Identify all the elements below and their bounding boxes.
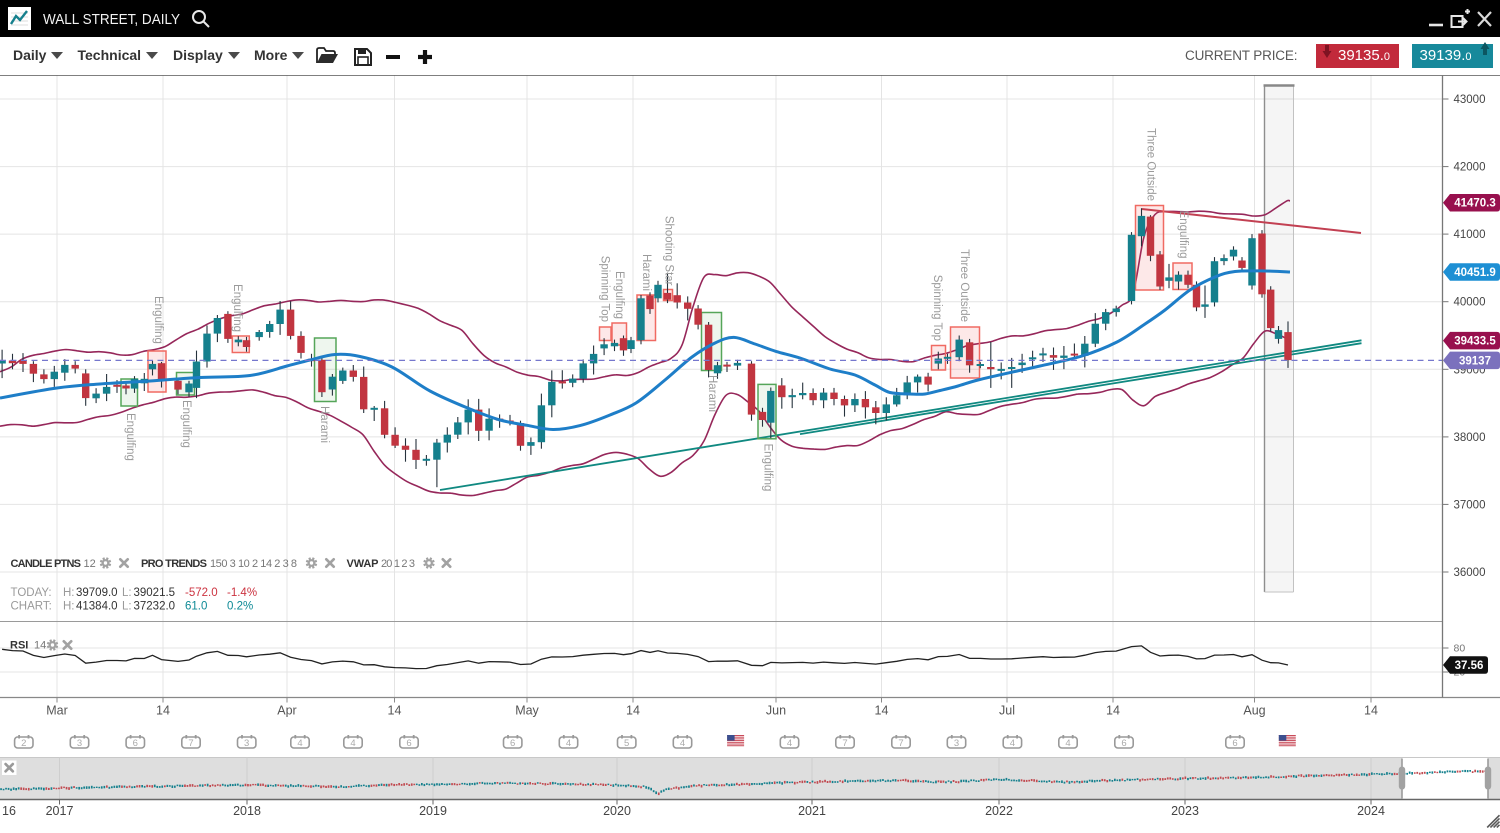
- svg-text:14: 14: [626, 704, 640, 718]
- svg-text:-572.0: -572.0: [185, 587, 218, 599]
- svg-text:4: 4: [566, 738, 571, 749]
- svg-text:2: 2: [21, 738, 26, 749]
- svg-text:7: 7: [188, 738, 193, 749]
- svg-text:39433.5: 39433.5: [1454, 336, 1496, 348]
- svg-text:Harami: Harami: [706, 375, 718, 412]
- svg-text:Harami: Harami: [318, 406, 330, 443]
- svg-text:2018: 2018: [233, 804, 261, 818]
- svg-text:6: 6: [133, 738, 138, 749]
- svg-text:CHART:: CHART:: [11, 601, 52, 613]
- svg-text:4: 4: [1065, 738, 1070, 749]
- svg-text:Engulfing: Engulfing: [762, 444, 774, 492]
- svg-text:Jul: Jul: [999, 704, 1015, 718]
- svg-text:16: 16: [2, 804, 16, 818]
- svg-text:H:: H:: [63, 587, 75, 599]
- svg-text:20 1 2 3: 20 1 2 3: [381, 558, 415, 570]
- svg-text:2023: 2023: [1171, 804, 1199, 818]
- svg-text:37232.0: 37232.0: [134, 601, 176, 613]
- svg-text:37.56: 37.56: [1455, 660, 1484, 672]
- svg-text:4: 4: [787, 738, 792, 749]
- svg-text:4: 4: [297, 738, 302, 749]
- svg-text:-1.4%: -1.4%: [227, 587, 257, 599]
- svg-text:Engulfing: Engulfing: [180, 400, 192, 448]
- svg-text:Mar: Mar: [46, 704, 68, 718]
- svg-text:14: 14: [1106, 704, 1120, 718]
- svg-text:3: 3: [244, 738, 249, 749]
- svg-text:3: 3: [954, 738, 959, 749]
- svg-text:2017: 2017: [46, 804, 74, 818]
- svg-text:Apr: Apr: [277, 704, 296, 718]
- svg-text:41000: 41000: [1454, 229, 1486, 241]
- svg-text:L:: L:: [122, 601, 132, 613]
- svg-text:14: 14: [156, 704, 170, 718]
- svg-text:CANDLE PTNS: CANDLE PTNS: [11, 558, 82, 570]
- svg-text:2021: 2021: [798, 804, 826, 818]
- svg-text:80: 80: [1454, 643, 1466, 655]
- svg-text:Engulfing: Engulfing: [124, 413, 136, 461]
- svg-text:6: 6: [1232, 738, 1237, 749]
- svg-text:38000: 38000: [1454, 432, 1486, 444]
- svg-text:Engulfing: Engulfing: [613, 271, 625, 319]
- svg-text:Engulfing: Engulfing: [231, 284, 243, 332]
- svg-text:2019: 2019: [419, 804, 447, 818]
- svg-text:5: 5: [624, 738, 629, 749]
- svg-text:L:: L:: [122, 587, 132, 599]
- svg-text:6: 6: [510, 738, 515, 749]
- svg-text:39709.0: 39709.0: [76, 587, 118, 599]
- svg-text:39021.5: 39021.5: [134, 587, 176, 599]
- svg-text:4: 4: [1010, 738, 1015, 749]
- svg-text:3: 3: [77, 738, 82, 749]
- svg-text:2022: 2022: [985, 804, 1013, 818]
- svg-text:14: 14: [1364, 704, 1378, 718]
- svg-text:Engulfing: Engulfing: [1177, 211, 1189, 259]
- svg-text:36000: 36000: [1454, 567, 1486, 579]
- svg-text:39137: 39137: [1459, 355, 1491, 367]
- svg-text:Spinning Top: Spinning Top: [599, 256, 611, 322]
- svg-text:WALL STREET, DAILY: WALL STREET, DAILY: [43, 12, 180, 28]
- svg-text:CURRENT PRICE:: CURRENT PRICE:: [1185, 48, 1298, 63]
- svg-text:40000: 40000: [1454, 297, 1486, 309]
- svg-text:14: 14: [388, 704, 402, 718]
- svg-text:6: 6: [1121, 738, 1126, 749]
- svg-text:150 3 10 2 14 2 3 8: 150 3 10 2 14 2 3 8: [210, 558, 297, 570]
- svg-text:Three Outside: Three Outside: [1145, 128, 1157, 201]
- svg-text:40451.9: 40451.9: [1454, 267, 1496, 279]
- svg-text:42000: 42000: [1454, 162, 1486, 174]
- svg-text:2020: 2020: [603, 804, 631, 818]
- svg-text:41470.3: 41470.3: [1454, 198, 1496, 210]
- svg-text:PRO TRENDS: PRO TRENDS: [141, 558, 207, 570]
- svg-text:61.0: 61.0: [185, 601, 207, 613]
- svg-text:VWAP: VWAP: [347, 558, 379, 570]
- svg-text:41384.0: 41384.0: [76, 601, 118, 613]
- svg-text:37000: 37000: [1454, 499, 1486, 511]
- svg-text:Aug: Aug: [1243, 704, 1265, 718]
- svg-text:Shooting Star: Shooting Star: [663, 216, 675, 286]
- svg-text:7: 7: [898, 738, 903, 749]
- svg-text:Spinning Top: Spinning Top: [931, 275, 943, 341]
- svg-text:2024: 2024: [1357, 804, 1385, 818]
- svg-text:Jun: Jun: [766, 704, 786, 718]
- svg-text:H:: H:: [63, 601, 75, 613]
- svg-text:May: May: [515, 704, 539, 718]
- svg-text:Harami: Harami: [640, 254, 652, 291]
- svg-text:4: 4: [350, 738, 355, 749]
- svg-text:14: 14: [875, 704, 889, 718]
- svg-text:Engulfing: Engulfing: [152, 296, 164, 344]
- svg-text:0.2%: 0.2%: [227, 601, 253, 613]
- svg-text:7: 7: [842, 738, 847, 749]
- svg-text:RSI: RSI: [10, 640, 28, 652]
- svg-text:6: 6: [406, 738, 411, 749]
- svg-text:43000: 43000: [1454, 94, 1486, 106]
- svg-text:12: 12: [84, 558, 96, 570]
- svg-text:TODAY:: TODAY:: [11, 587, 52, 599]
- svg-text:Three Outside: Three Outside: [958, 249, 970, 322]
- svg-text:14: 14: [34, 640, 46, 652]
- svg-text:4: 4: [680, 738, 685, 749]
